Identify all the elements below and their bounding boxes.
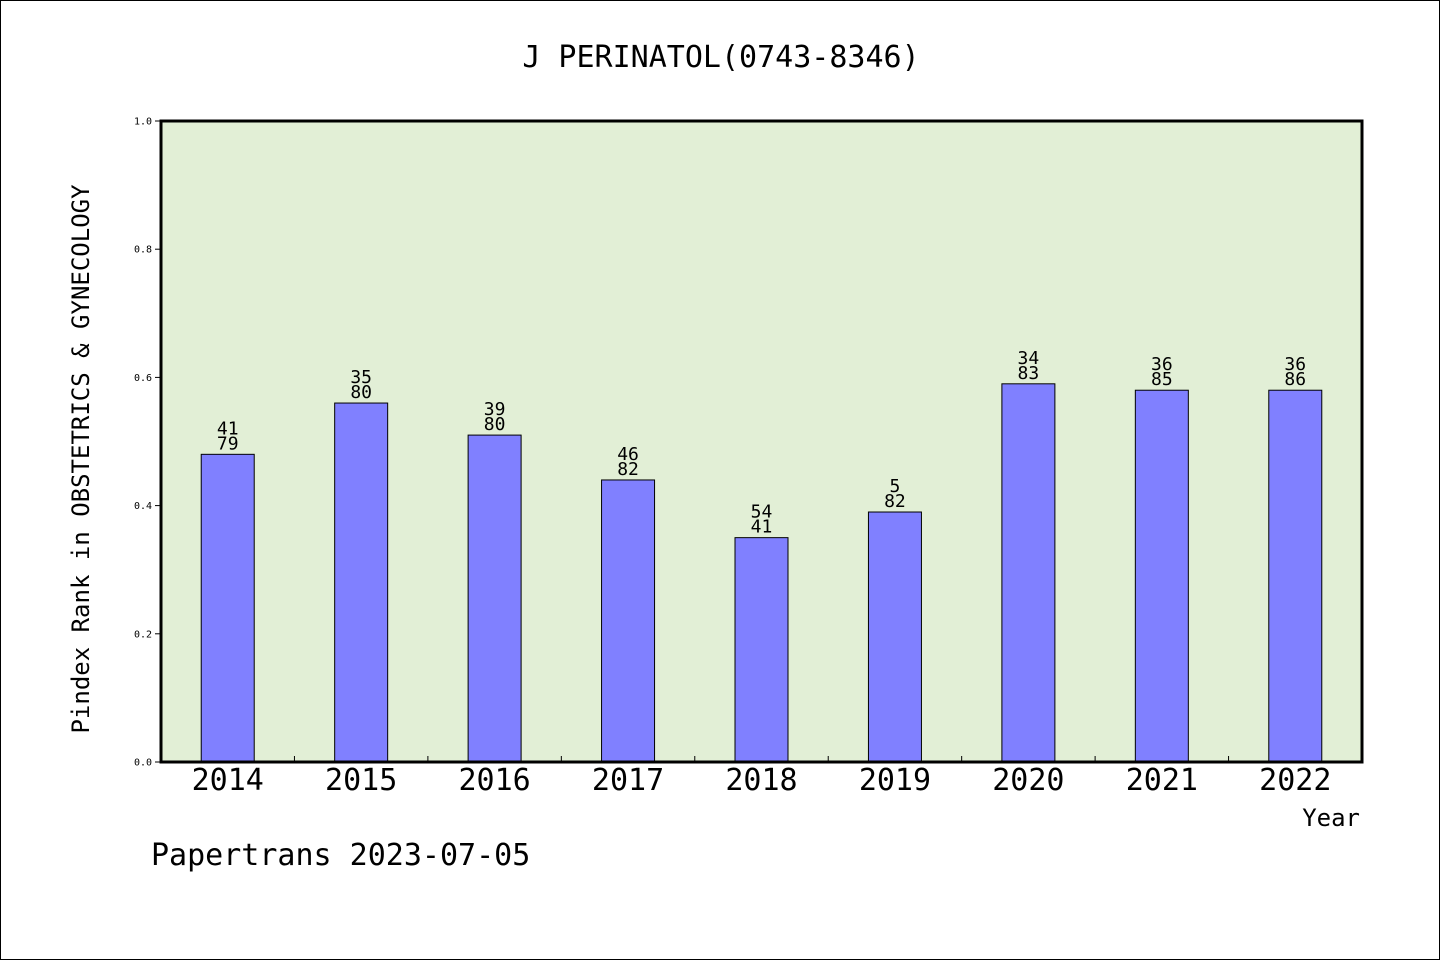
x-axis-label: Year xyxy=(1302,804,1360,832)
bar-label-bottom: 80 xyxy=(350,382,372,403)
bar-label-top: 54 xyxy=(751,502,773,523)
bar xyxy=(1268,389,1323,763)
bar xyxy=(1134,389,1189,763)
bar-label-top: 5 xyxy=(890,476,901,497)
x-tick-label: 2021 xyxy=(1126,763,1198,798)
bar xyxy=(1001,383,1056,763)
bar-label-bottom: 82 xyxy=(617,459,639,480)
bar xyxy=(867,511,922,763)
bar-label-top: 41 xyxy=(217,418,239,439)
bar-label-top: 36 xyxy=(1284,354,1306,375)
bar xyxy=(734,537,789,763)
x-tick-label: 2020 xyxy=(992,763,1064,798)
bar-label-top: 36 xyxy=(1151,354,1173,375)
bar-label-bottom: 80 xyxy=(484,414,506,435)
y-tick-label: 1.0 xyxy=(134,117,152,128)
bar-label-top: 39 xyxy=(484,399,506,420)
bar-label-bottom: 83 xyxy=(1018,363,1040,384)
x-tick-label: 2019 xyxy=(859,763,931,798)
bar-label-bottom: 41 xyxy=(751,517,773,538)
bar-label-bottom: 79 xyxy=(217,433,239,454)
y-tick-label: 0.0 xyxy=(134,758,152,769)
x-tick-label: 2022 xyxy=(1259,763,1331,798)
x-tick-label: 2017 xyxy=(592,763,664,798)
bar xyxy=(334,402,389,763)
bar-label-bottom: 86 xyxy=(1284,369,1306,390)
bar-label-bottom: 82 xyxy=(884,491,906,512)
y-tick-label: 0.6 xyxy=(134,373,152,384)
x-tick-label: 2015 xyxy=(325,763,397,798)
x-tick-label: 2014 xyxy=(192,763,264,798)
y-tick-label: 0.2 xyxy=(134,629,152,640)
bar xyxy=(601,479,656,763)
footer-text: Papertrans 2023-07-05 xyxy=(151,838,530,873)
x-tick-label: 2016 xyxy=(458,763,530,798)
bar xyxy=(467,434,522,763)
bar-label-top: 46 xyxy=(617,444,639,465)
y-tick-label: 0.8 xyxy=(134,245,152,256)
ticks-layer: 0.0 0.2 0.4 0.6 0.8 1.0 2014 2015 2016 2017 2018 20… xyxy=(134,117,1331,799)
bar xyxy=(200,453,255,763)
bar-label-bottom: 85 xyxy=(1151,369,1173,390)
y-axis-label: Pindex Rank in OBSTETRICS & GYNECOLOGY xyxy=(67,184,95,734)
x-tick-label: 2018 xyxy=(725,763,797,798)
y-tick-label: 0.4 xyxy=(134,501,152,512)
chart-title: J PERINATOL(0743-8346) xyxy=(522,40,919,75)
bar-label-top: 35 xyxy=(350,367,372,388)
bar-label-top: 34 xyxy=(1018,348,1040,369)
plot-frame xyxy=(159,119,1364,764)
